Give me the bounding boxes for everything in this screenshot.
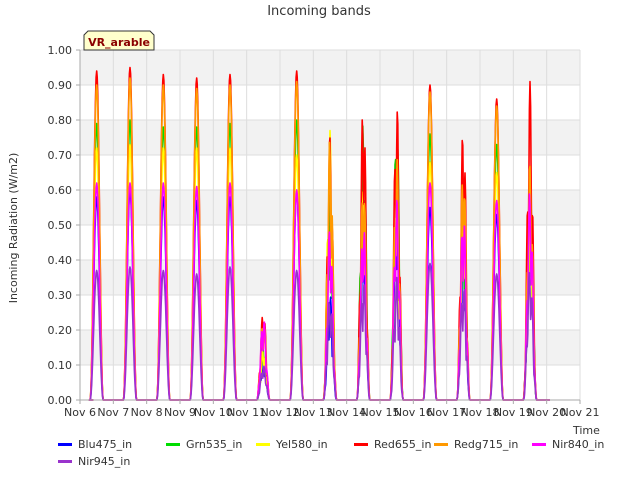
y-tick-label: 0.20: [48, 324, 73, 337]
legend-label: Nir840_in: [552, 437, 605, 451]
y-tick-label: 0.60: [48, 184, 73, 197]
legend-swatch: [256, 442, 270, 446]
x-tick-label: Nov 20: [527, 406, 566, 419]
site-label-box: VR_arable: [83, 30, 155, 51]
legend-item: Yel580_in: [256, 436, 328, 452]
x-tick-label: Nov 21: [561, 406, 600, 419]
x-tick-label: Nov 19: [494, 406, 533, 419]
legend-item: Red655_in: [354, 436, 431, 452]
legend-item: Grn535_in: [166, 436, 242, 452]
plot-band: [80, 50, 580, 85]
x-tick-label: Nov 15: [361, 406, 400, 419]
y-tick-label: 0.80: [48, 114, 73, 127]
y-axis-title: Incoming Radiation (W/m2): [7, 153, 20, 304]
legend-swatch: [532, 442, 546, 446]
x-tick-label: Nov 9: [164, 406, 196, 419]
legend-swatch: [354, 442, 368, 446]
x-tick-label: Nov 8: [131, 406, 163, 419]
chart-title: Incoming bands: [267, 4, 371, 19]
legend-label: Nir945_in: [78, 454, 131, 468]
y-tick-label: 0.40: [48, 254, 73, 267]
site-label: VR_arable: [88, 36, 150, 49]
x-tick-label: Nov 11: [227, 406, 266, 419]
y-tick-label: 0.10: [48, 359, 73, 372]
legend-swatch: [58, 442, 72, 446]
x-tick-label: Nov 13: [294, 406, 333, 419]
y-tick-label: 0.30: [48, 289, 73, 302]
legend-label: Blu475_in: [78, 437, 133, 451]
legend: Blu475_in Grn535_in Yel580_in Red655_in Redg…: [58, 436, 618, 472]
y-tick-label: 0.50: [48, 219, 73, 232]
x-tick-label: Nov 16: [394, 406, 433, 419]
x-tick-label: Nov 7: [97, 406, 129, 419]
y-tick-label: 0.70: [48, 149, 73, 162]
x-tick-label: Nov 10: [194, 406, 233, 419]
legend-item: Nir945_in: [58, 453, 130, 469]
x-tick-label: Nov 6: [64, 406, 96, 419]
legend-label: Red655_in: [374, 437, 432, 451]
x-tick-label: Nov 12: [261, 406, 300, 419]
legend-swatch: [166, 442, 180, 446]
legend-swatch: [434, 442, 448, 446]
y-tick-label: 0.90: [48, 79, 73, 92]
legend-item: Redg715_in: [434, 436, 518, 452]
x-tick-label: Nov 18: [461, 406, 500, 419]
y-tick-label: 1.00: [48, 44, 73, 57]
legend-label: Redg715_in: [454, 437, 519, 451]
x-tick-label: Nov 14: [327, 406, 366, 419]
y-tick-label: 0.00: [48, 394, 73, 407]
x-tick-label: Nov 17: [427, 406, 466, 419]
legend-item: Blu475_in: [58, 436, 132, 452]
x-axis-title: Time: [572, 424, 600, 437]
legend-label: Yel580_in: [276, 437, 328, 451]
legend-item: Nir840_in: [532, 436, 604, 452]
legend-label: Grn535_in: [186, 437, 243, 451]
axes: 0.00 0.10 0.20 0.30 0.40 0.50 0.60 0.70 0.80 0.90…: [48, 44, 600, 419]
legend-swatch: [58, 459, 72, 463]
